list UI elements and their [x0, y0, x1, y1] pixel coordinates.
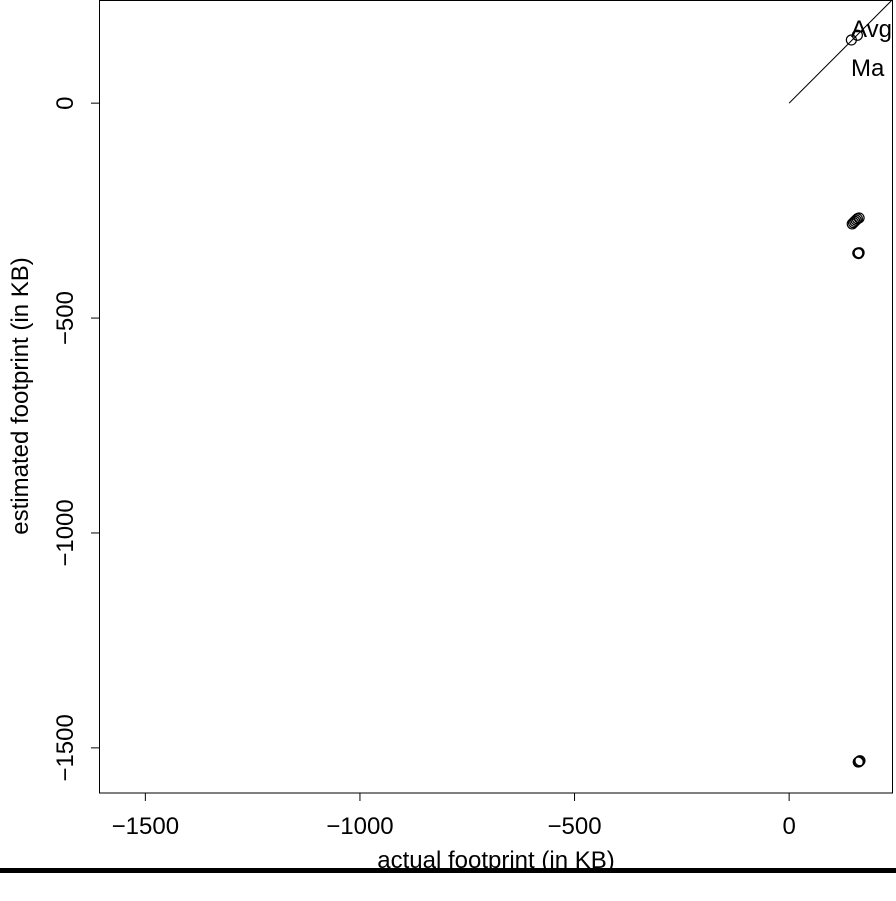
legend-label: Ma: [851, 55, 885, 82]
y-tick-label: 0: [52, 96, 79, 109]
identity-line: [788, 0, 893, 104]
x-tick-label: 0: [782, 813, 795, 840]
y-tick-label: −500: [52, 291, 79, 345]
point: [853, 247, 865, 259]
point: [853, 212, 865, 224]
y-axis-label: estimated footprint (in KB): [7, 257, 34, 534]
x-tick-label: −1000: [326, 813, 393, 840]
y-tick-label: −1000: [52, 499, 79, 566]
x-tick-label: −1500: [112, 813, 179, 840]
y-tick-label: −1500: [52, 714, 79, 781]
point: [853, 756, 865, 768]
x-tick-label: −500: [548, 813, 602, 840]
point: [851, 29, 863, 41]
bottom-bar: [0, 868, 896, 873]
legend-label: Avg: [851, 16, 892, 43]
plot-frame: [99, 0, 893, 794]
point: [854, 755, 866, 767]
point: [850, 214, 862, 226]
plot-area: [788, 0, 893, 768]
